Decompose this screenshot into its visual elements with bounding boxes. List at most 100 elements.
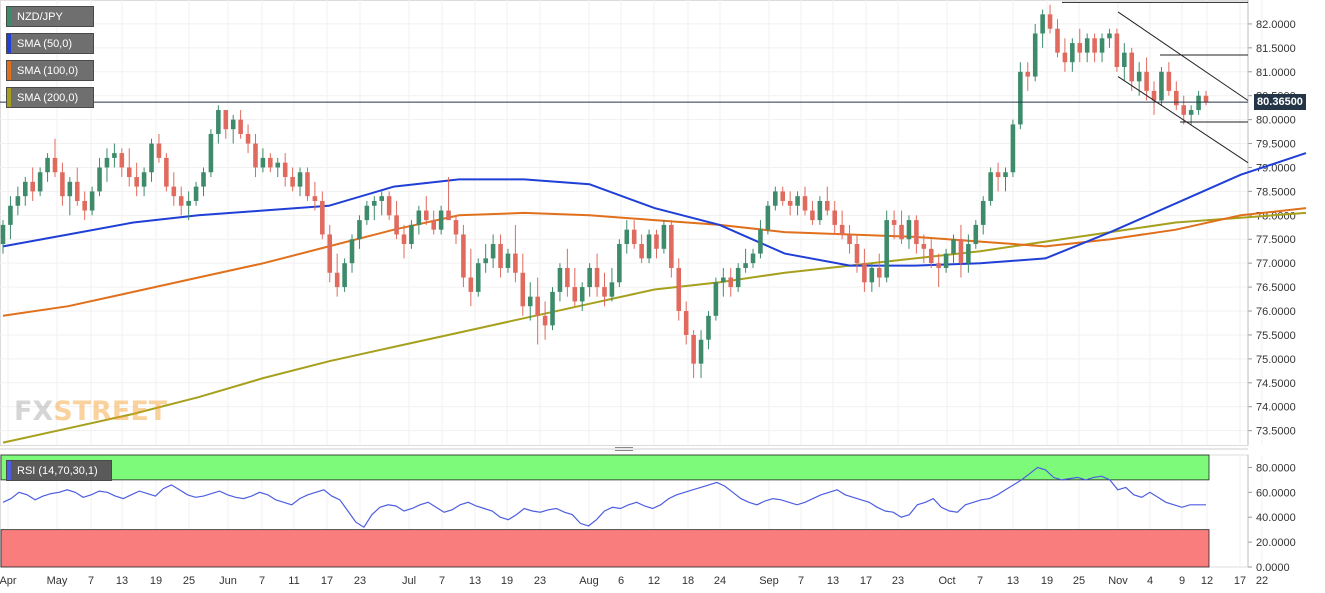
main-pane-border [0,0,1249,446]
last-price-badge: 80.36500 [1254,94,1306,111]
x-tick-label: Apr [0,575,17,587]
candle-body [721,277,726,283]
candle-body [409,224,414,245]
candle-body [773,191,778,206]
candle-body [253,143,258,168]
legend-sma200[interactable]: SMA (200,0) [6,87,94,108]
legend-sma100[interactable]: SMA (100,0) [6,60,94,81]
candle-body [401,234,407,245]
candle-body [624,229,630,245]
candle-body [1084,38,1090,53]
x-tick-label: 4 [1147,575,1153,587]
candle-body [676,267,682,312]
legend-rsi[interactable]: RSI (14,70,30,1) [6,460,112,481]
candle-body [394,215,399,235]
candle-body [216,110,221,134]
candle-body [661,224,667,249]
candle-body [119,153,125,168]
candle-body [505,253,511,268]
candle-body [914,220,919,245]
candle-body [461,234,466,278]
candle-body [1122,52,1127,67]
candle-body [1018,71,1023,125]
candle-body [334,272,340,288]
candle-body [164,157,169,187]
x-tick-label: 23 [892,575,904,587]
fxstreet-watermark: FXSTREET [14,396,168,427]
candle-body [513,253,518,273]
candle-body [186,200,191,206]
candle-body [171,186,177,197]
candle-body [1070,43,1075,63]
y-tick-label: 78.5000 [1256,186,1296,198]
candle-body [958,239,964,264]
rsi-tick-label: 80.0000 [1256,462,1296,474]
candle-body [646,234,652,259]
candle-body [149,143,154,173]
candle-body [587,267,592,288]
candle-body [1114,33,1120,67]
candle-body [966,244,971,264]
candle-body [594,267,600,288]
candle-body [97,167,102,192]
candle-body [468,277,474,292]
candle-body [706,315,711,340]
x-tick-label: 23 [354,575,366,587]
candle-body [349,239,355,264]
candle-body [223,110,229,130]
candle-body [1144,71,1149,91]
x-tick-label: 17 [1234,575,1246,587]
candle-body [297,172,303,187]
candle-body [780,191,786,201]
candle-body [45,157,50,173]
candle-body [824,200,830,211]
candle-body [980,200,986,225]
candle-body [67,181,73,197]
x-tick-label: 12 [1201,575,1213,587]
candle-body [305,172,310,197]
legend-symbol[interactable]: NZD/JPY [6,6,94,27]
candle-body [89,191,95,211]
candle-body [936,263,941,268]
x-tick-label: May [47,575,68,587]
rsi-tick-label: 0.0000 [1256,562,1290,574]
rsi-line [2,466,1206,529]
candle-body [691,334,696,364]
rsi-tick-label: 60.0000 [1256,487,1296,499]
candle-body [156,143,162,158]
candle-body [557,267,563,292]
y-tick-label: 74.5000 [1256,378,1296,390]
y-tick-label: 81.0000 [1256,67,1296,79]
candle-body [928,248,934,264]
candle-body [1174,90,1179,106]
candle-body [379,196,385,201]
candle-body [683,311,689,335]
x-tick-label: 7 [439,575,445,587]
x-tick-label: 7 [88,575,94,587]
candle-body [713,282,719,316]
pane-resize-handle[interactable] [615,447,633,453]
candle-body [290,177,295,187]
candle-body [1129,52,1135,82]
candle-body [431,220,436,230]
candle-body [386,196,392,216]
candle-body [565,267,570,288]
candle-body [416,210,422,225]
candle-body [899,224,904,240]
candle-body [832,210,837,225]
candle-body [973,224,979,245]
candle-body [37,172,43,192]
candle-body [951,239,956,254]
candle-body [743,263,748,268]
legend-sma50[interactable]: SMA (50,0) [6,33,94,54]
x-tick-label: 9 [1179,575,1185,587]
candle-body [1040,14,1045,34]
candle-body [208,133,214,173]
channel-lower-line [1117,76,1249,164]
candle-body [758,229,763,254]
candle-body [810,210,815,221]
candle-body [817,200,823,221]
candle-body [52,157,58,173]
candle-body [275,162,281,168]
candle-body [765,205,771,230]
